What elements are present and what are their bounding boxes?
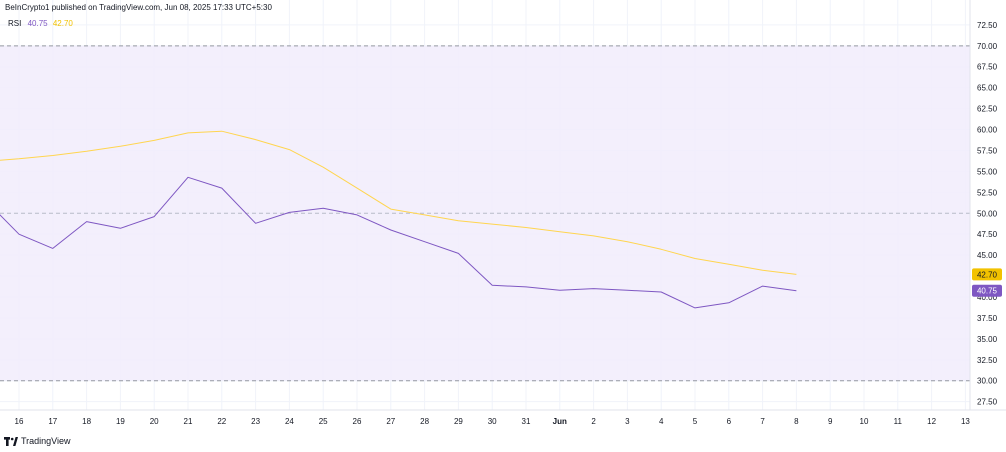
price-axis[interactable]: 72.50 70.00 67.50 65.00 62.50 60.00 57.50 55.00…: [977, 21, 998, 407]
y-tick-label: 52.50: [977, 188, 998, 197]
rsi-badge-bg: [972, 284, 1002, 297]
y-tick-label: 35.00: [977, 335, 998, 344]
y-tick-label: 45.00: [977, 251, 998, 260]
x-tick-label: 17: [48, 417, 57, 426]
x-tick-label: 5: [693, 417, 698, 426]
y-tick-label: 70.00: [977, 42, 998, 51]
x-tick-label: 16: [15, 417, 24, 426]
ma-badge-label: 42.70: [977, 270, 998, 279]
x-tick-label: 9: [828, 417, 833, 426]
value-badges: 40.75 42.70: [972, 268, 1002, 297]
indicator-name: RSI: [8, 19, 22, 28]
x-tick-label: 25: [319, 417, 328, 426]
y-tick-label: 27.50: [977, 398, 998, 407]
time-axis[interactable]: 16 17 18 19 20 21 22 23 24 25 26 27 28 29 30 31 Jun 2 3 4 5 6…: [15, 417, 971, 426]
x-tick-label: 8: [794, 417, 799, 426]
rsi-line: [0, 176, 797, 309]
rsi-value-badge: 40.75: [972, 284, 1002, 297]
y-tick-label: 50.00: [977, 209, 998, 218]
y-tick-label: 67.50: [977, 63, 998, 72]
ma-value-badge: 42.70: [972, 268, 1002, 281]
x-tick-label: 18: [82, 417, 91, 426]
ma-line: [0, 130, 797, 275]
x-tick-label: 6: [727, 417, 732, 426]
x-tick-label: Jun: [553, 417, 567, 426]
x-tick-label: 26: [353, 417, 362, 426]
series-lines: [0, 130, 797, 309]
x-tick-label: 22: [217, 417, 226, 426]
y-tick-label: 30.00: [977, 377, 998, 386]
rsi-legend-value: 40.75: [27, 19, 48, 28]
x-tick-label: 27: [386, 417, 395, 426]
y-tick-label: 72.50: [977, 21, 998, 30]
x-tick-label: 12: [927, 417, 936, 426]
x-tick-label: 7: [760, 417, 765, 426]
y-tick-label: 40.00: [977, 293, 998, 302]
ma-legend-value: 42.70: [52, 19, 73, 28]
x-tick-label: 21: [184, 417, 193, 426]
y-tick-label: 47.50: [977, 230, 998, 239]
y-tick-label: 32.50: [977, 356, 998, 365]
y-tick-label: 57.50: [977, 146, 998, 155]
x-tick-label: 29: [454, 417, 463, 426]
y-tick-label: 60.00: [977, 126, 998, 135]
tradingview-brand[interactable]: TradingView: [4, 436, 71, 446]
publisher-caption: BeInCrypto1 published on TradingView.com…: [5, 3, 272, 12]
x-tick-label: 19: [116, 417, 125, 426]
x-tick-label: 23: [251, 417, 260, 426]
x-tick-label: 20: [150, 417, 159, 426]
x-tick-label: 30: [488, 417, 497, 426]
x-tick-label: 24: [285, 417, 294, 426]
ma-badge-bg: [972, 268, 1002, 281]
x-tick-label: 11: [894, 417, 903, 426]
x-tick-label: 13: [961, 417, 970, 426]
x-tick-label: 3: [625, 417, 630, 426]
y-tick-label: 65.00: [977, 84, 998, 93]
x-tick-label: 4: [659, 417, 664, 426]
y-tick-label: 62.50: [977, 105, 998, 114]
brand-label: TradingView: [21, 436, 71, 446]
x-tick-label: 28: [420, 417, 429, 426]
rsi-levels: [0, 45, 970, 382]
y-tick-label: 55.00: [977, 167, 998, 176]
x-tick-label: 2: [591, 417, 596, 426]
tradingview-logo-icon: [4, 436, 18, 446]
indicator-legend[interactable]: RSI 40.75 42.70: [8, 19, 73, 28]
x-tick-label: 31: [522, 417, 531, 426]
y-tick-label: 37.50: [977, 314, 998, 323]
rsi-badge-label: 40.75: [977, 287, 998, 296]
x-tick-label: 10: [860, 417, 869, 426]
